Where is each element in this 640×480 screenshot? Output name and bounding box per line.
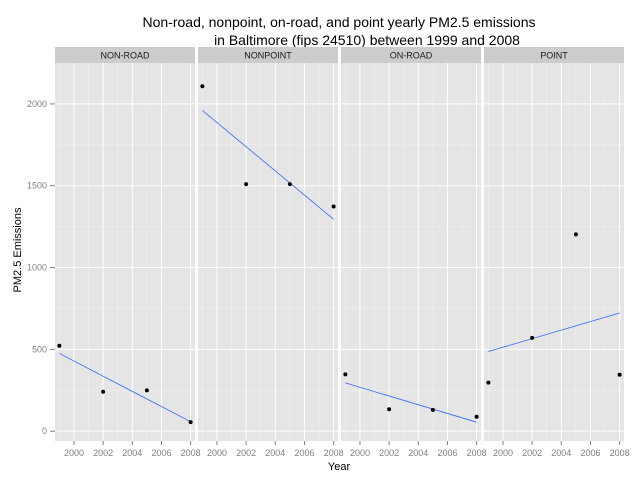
panel-background: [341, 63, 481, 441]
facet-strip: [198, 47, 338, 63]
x-tick-label: 2000: [207, 448, 227, 458]
data-point: [430, 407, 435, 412]
x-tick-label: 2006: [437, 448, 457, 458]
y-tick-label: 1000: [27, 263, 47, 273]
x-tick-label: 2000: [493, 448, 513, 458]
y-tick-label: 0: [42, 426, 47, 436]
data-point: [101, 389, 106, 394]
data-point: [144, 388, 149, 393]
x-tick-label: 2008: [467, 448, 487, 458]
x-tick-label: 2002: [379, 448, 399, 458]
data-point: [287, 182, 292, 187]
x-tick-label: 2008: [181, 448, 201, 458]
x-tick-label: 2004: [551, 448, 571, 458]
panel-background: [484, 63, 624, 441]
data-point: [530, 335, 535, 340]
facet-strip: [341, 47, 481, 63]
facet-panel-non-road: NON-ROAD 2000 2002 2004 2006 2008: [55, 47, 201, 458]
data-point: [331, 204, 336, 209]
x-tick-label: 2004: [122, 448, 142, 458]
y-tick-label: 1500: [27, 181, 47, 191]
trend-line: [345, 382, 477, 423]
data-point: [573, 232, 578, 237]
trend-line: [488, 312, 620, 352]
y-tick-label: 2000: [27, 99, 47, 109]
facet-strip: [55, 47, 195, 63]
facet-panels: 0 500 1000 1500 2000 NON-ROAD 2000 2002 2004 2006…: [27, 47, 630, 458]
trend-line: [59, 353, 191, 423]
data-point: [200, 84, 205, 89]
chart-title-line-1: Non-road, nonpoint, on-road, and point y…: [143, 14, 536, 30]
data-point: [474, 414, 479, 419]
data-point: [57, 343, 62, 348]
facet-strip-label: ON-ROAD: [390, 51, 433, 61]
data-point: [188, 420, 193, 425]
x-tick-label: 2000: [350, 448, 370, 458]
facet-panel-point: POINT 2000 2002 2004 2006 2008: [484, 47, 630, 458]
x-axis-label: Year: [328, 461, 351, 473]
x-tick-label: 2006: [151, 448, 171, 458]
trend-line: [202, 110, 334, 220]
panel-background: [55, 63, 195, 441]
facet-panel-on-road: ON-ROAD 2000 2002 2004 2006 2008: [341, 47, 487, 458]
x-tick-label: 2008: [324, 448, 344, 458]
facet-strip: [484, 47, 624, 63]
facet-strip-label: POINT: [540, 51, 568, 61]
facet-strip-label: NONPOINT: [244, 51, 292, 61]
x-tick-label: 2002: [236, 448, 256, 458]
facet-panel-nonpoint: NONPOINT 2000 2002 2004 2006 2008: [198, 47, 344, 458]
y-tick-label: 500: [32, 344, 47, 354]
x-tick-label: 2006: [294, 448, 314, 458]
x-tick-label: 2008: [610, 448, 630, 458]
panel-background: [198, 63, 338, 441]
x-tick-label: 2004: [265, 448, 285, 458]
chart-title-line-2: in Baltimore (fips 24510) between 1999 a…: [214, 32, 520, 48]
data-point: [244, 182, 249, 187]
data-point: [486, 380, 491, 385]
data-point: [617, 372, 622, 377]
x-tick-label: 2006: [580, 448, 600, 458]
x-tick-label: 2004: [408, 448, 428, 458]
x-tick-label: 2000: [64, 448, 84, 458]
x-tick-label: 2002: [93, 448, 113, 458]
y-axis-label: PM2.5 Emissions: [12, 207, 24, 292]
x-tick-label: 2002: [522, 448, 542, 458]
data-point: [343, 372, 348, 377]
data-point: [387, 407, 392, 412]
facet-strip-label: NON-ROAD: [101, 51, 150, 61]
